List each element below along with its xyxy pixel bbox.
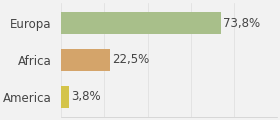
Bar — [61, 86, 69, 108]
Text: 22,5%: 22,5% — [112, 54, 149, 66]
Text: 3,8%: 3,8% — [72, 90, 101, 103]
Bar — [61, 49, 110, 71]
Bar — [61, 12, 221, 34]
Text: 73,8%: 73,8% — [223, 17, 260, 30]
